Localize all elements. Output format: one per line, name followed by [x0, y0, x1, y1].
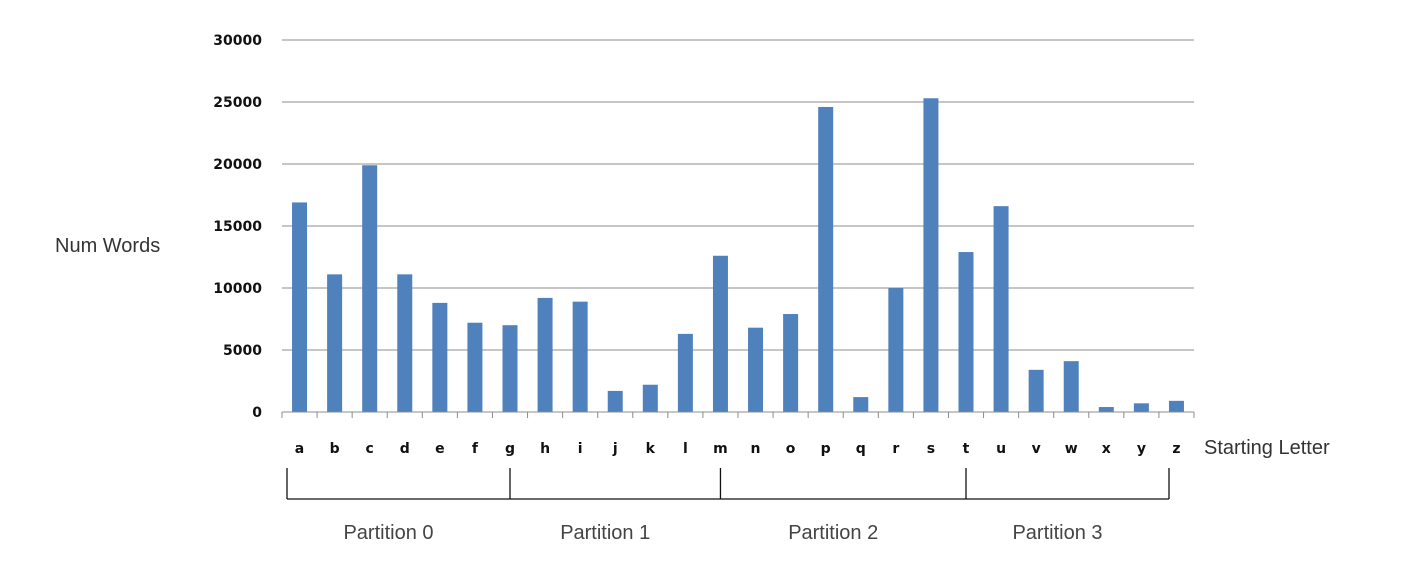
x-tick-label: h: [540, 441, 550, 457]
x-tick-label: c: [366, 441, 374, 457]
y-tick-label: 25000: [213, 95, 262, 111]
bar-a: [292, 202, 308, 412]
bar-z: [1168, 400, 1184, 412]
x-tick-label: l: [683, 441, 688, 457]
partition-label: Partition 1: [560, 522, 650, 544]
bar-d: [397, 274, 413, 412]
bar-e: [432, 302, 448, 412]
x-tick-label: g: [505, 441, 515, 457]
x-tick-label: b: [330, 441, 340, 457]
bar-r: [888, 288, 904, 412]
partition-label: Partition 2: [788, 522, 878, 544]
y-tick-label: 5000: [223, 343, 262, 359]
bar-o: [783, 314, 799, 412]
x-tick-label: t: [963, 441, 970, 457]
bar-v: [1028, 369, 1044, 412]
y-tick-label: 20000: [213, 157, 262, 173]
bar-q: [853, 397, 869, 412]
x-tick-label: d: [400, 441, 410, 457]
x-tick-label: z: [1172, 441, 1180, 457]
x-tick-label: f: [472, 441, 479, 457]
bar-x: [1098, 407, 1114, 412]
y-tick-labels: 0 5000 10000 15000 20000 25000 30000: [213, 33, 262, 421]
x-tick-label: a: [295, 441, 304, 457]
x-tick-label: q: [856, 441, 866, 457]
bar-t: [958, 252, 974, 412]
x-tick-label: u: [996, 441, 1006, 457]
bar-b: [327, 274, 343, 412]
bar-c: [362, 165, 378, 412]
bars: [292, 98, 1184, 413]
x-tick-label: w: [1065, 441, 1078, 457]
x-tick-label: p: [821, 441, 831, 457]
x-tick-label: k: [646, 441, 656, 457]
bar-h: [537, 297, 553, 412]
bar-k: [642, 384, 658, 412]
y-tick-label: 15000: [213, 219, 262, 235]
x-tick-label: i: [578, 441, 583, 457]
bar-m: [712, 255, 728, 412]
y-tick-label: 10000: [213, 281, 262, 297]
partition-label: Partition 3: [1012, 522, 1102, 544]
partition-label: Partition 0: [343, 522, 433, 544]
bar-u: [993, 206, 1009, 412]
x-tick-label: e: [435, 441, 445, 457]
x-tick-labels: a b c d e f g h i j k l m n o p q r s t u v w x y z: [295, 441, 1181, 457]
x-axis-title: Starting Letter: [1204, 437, 1330, 459]
x-tick-label: j: [612, 441, 618, 457]
bar-n: [748, 327, 764, 412]
bar-l: [677, 333, 693, 412]
x-tick-label: o: [786, 441, 796, 457]
bar-y: [1133, 403, 1149, 412]
y-axis-title: Num Words: [55, 235, 160, 257]
bar-g: [502, 325, 518, 412]
y-tick-label: 0: [252, 405, 262, 421]
bar-w: [1063, 361, 1079, 412]
x-tick-label: m: [713, 441, 728, 457]
bar-p: [818, 106, 834, 413]
bar-s: [923, 98, 939, 412]
axes: [281, 411, 1195, 418]
x-tick-label: r: [892, 441, 899, 457]
x-tick-label: s: [927, 441, 935, 457]
x-tick-label: y: [1137, 441, 1146, 457]
x-tick-label: n: [751, 441, 761, 457]
y-tick-label: 30000: [213, 33, 262, 49]
x-tick-label: x: [1102, 441, 1111, 457]
bar-f: [467, 322, 483, 412]
x-tick-label: v: [1032, 441, 1041, 457]
partition-brackets: Partition 0 Partition 1 Partition 2 Partiti…: [286, 468, 1170, 544]
bar-j: [607, 390, 623, 412]
gridlines: [282, 39, 1194, 351]
bar-i: [572, 301, 588, 412]
